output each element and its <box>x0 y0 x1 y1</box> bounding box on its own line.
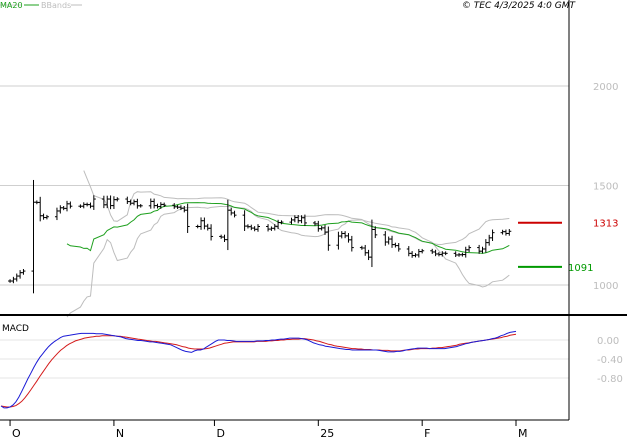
price-levels: 1313 1091 <box>518 219 618 274</box>
bollinger-bands <box>66 170 510 318</box>
chart-frame <box>0 0 627 421</box>
x-tick-label: N <box>116 427 124 440</box>
macd-gridlines <box>0 339 569 379</box>
bbands-lower-line <box>66 205 510 318</box>
macd-lines <box>0 330 517 409</box>
legend-bbands: BBands <box>41 1 71 10</box>
ma20-path <box>66 202 510 254</box>
x-tick-label: F <box>424 427 430 440</box>
x-tick-label: O <box>12 427 21 440</box>
bbands-upper-line <box>83 170 510 246</box>
copyright-text: © TEC 4/3/2025 4:0 GMT <box>462 1 577 11</box>
macd-tick-label: -0.40 <box>597 355 623 366</box>
macd-tick-label: 0.00 <box>597 336 619 347</box>
macd-signal-line <box>0 333 517 408</box>
price-bars <box>8 179 512 294</box>
legend-ma20: MA20 <box>0 1 23 10</box>
resistance-label: 1313 <box>593 219 618 230</box>
x-tick-label: 25 <box>320 427 334 440</box>
price-tick-label: 2000 <box>593 82 618 93</box>
macd-panel-title: MACD <box>2 324 29 334</box>
macd-line <box>0 330 517 409</box>
support-label: 1091 <box>568 263 593 274</box>
x-tick-labels: O N D 25 F M <box>9 420 528 440</box>
y-tick-labels: 2000 1500 1000 0.00 -0.40 -0.80 <box>593 82 623 385</box>
price-gridlines <box>0 85 569 286</box>
price-tick-label: 1500 <box>593 182 618 193</box>
x-tick-label: D <box>216 427 224 440</box>
price-tick-label: 1000 <box>593 281 618 292</box>
macd-tick-label: -0.80 <box>597 374 623 385</box>
x-tick-label: M <box>518 427 528 440</box>
ma20-line <box>66 202 510 254</box>
